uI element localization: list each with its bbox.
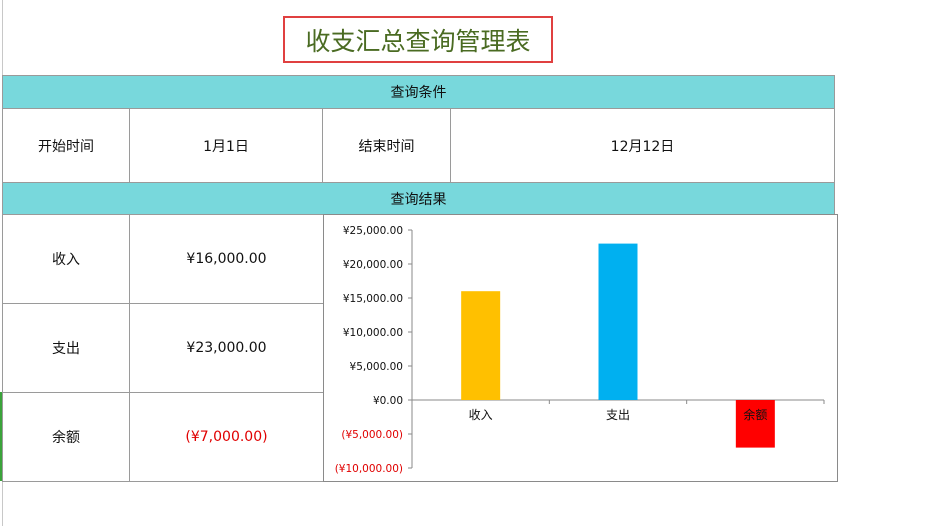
chart-svg: ¥25,000.00 ¥20,000.00 ¥15,000.00 ¥10,000.00… [335,225,825,475]
query-results-header: 查询结果 [2,182,835,215]
y-tick-label: (¥5,000.00) [341,429,403,441]
start-time-label: 开始时间 [2,108,130,183]
y-tick-label: ¥10,000.00 [343,327,403,339]
y-tick-label: ¥20,000.00 [343,259,403,271]
page-title: 收支汇总查询管理表 [283,16,553,63]
end-time-label: 结束时间 [322,108,451,183]
query-conditions-header: 查询条件 [2,75,835,109]
summary-chart[interactable]: ¥25,000.00 ¥20,000.00 ¥15,000.00 ¥10,000.00… [323,214,838,482]
y-tick-label: (¥10,000.00) [335,463,403,475]
y-tick-label: ¥5,000.00 [350,361,403,373]
start-time-value[interactable]: 1月1日 [129,108,323,183]
income-value[interactable]: ¥16,000.00 [129,214,324,304]
row-selection-marker [0,392,2,481]
y-tick-label: ¥0.00 [373,395,403,407]
bar-2 [735,400,775,448]
x-category-label: 收入 [469,408,493,422]
x-category-label: 支出 [606,408,630,422]
expense-value[interactable]: ¥23,000.00 [129,303,324,393]
balance-value[interactable]: (¥7,000.00) [129,392,324,482]
end-time-value[interactable]: 12月12日 [450,108,835,183]
y-tick-label: ¥15,000.00 [343,293,403,305]
bar-0 [461,291,501,400]
balance-label: 余额 [2,392,130,482]
expense-label: 支出 [2,303,130,393]
bar-1 [598,243,638,400]
income-label: 收入 [2,214,130,304]
y-tick-label: ¥25,000.00 [343,225,403,237]
x-category-label: 余额 [743,407,767,422]
